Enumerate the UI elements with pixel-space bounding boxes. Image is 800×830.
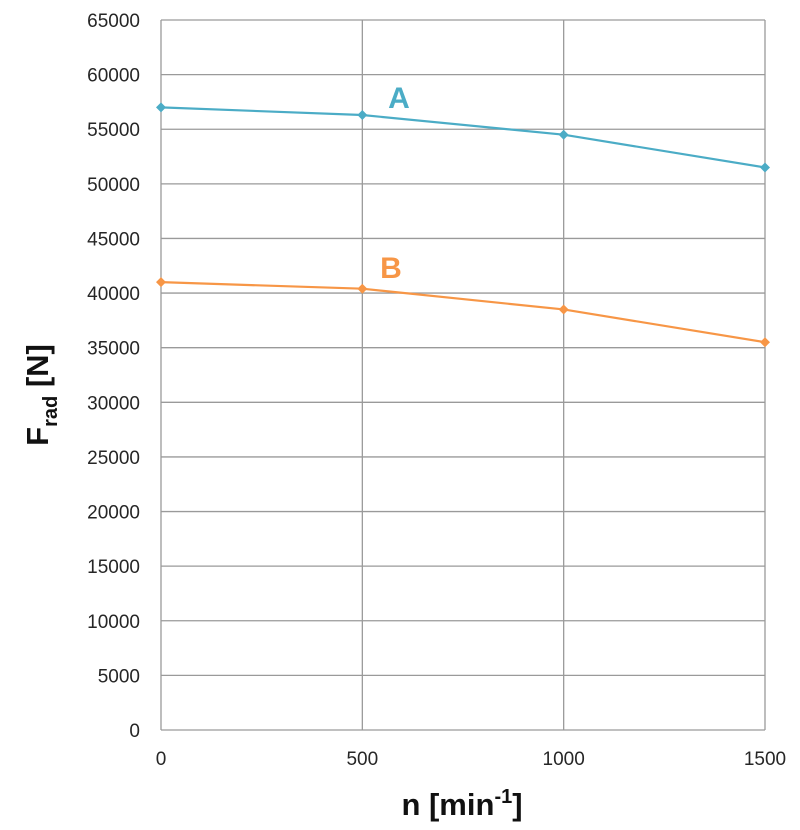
data-point-b [357, 283, 368, 294]
y-axis-title: Frad [N] [20, 344, 62, 446]
y-tick-label: 55000 [87, 120, 140, 141]
x-tick-label: 1500 [744, 749, 786, 770]
data-point-b [156, 277, 166, 288]
series-group: AB [156, 82, 770, 348]
y-tick-label: 50000 [87, 175, 140, 196]
y-tick-label: 15000 [87, 557, 140, 578]
y-tick-label: 35000 [87, 339, 140, 360]
data-point-a [558, 129, 569, 140]
y-tick-label: 40000 [87, 284, 140, 305]
x-tick-label: 0 [156, 749, 167, 770]
data-point-a [156, 102, 166, 113]
x-axis-title: n [min-1] [401, 786, 522, 822]
y-axis-title-main: F [20, 427, 55, 446]
x-axis-title-main: n [min [401, 787, 494, 822]
y-tick-label: 45000 [87, 229, 140, 250]
x-axis-title-superscript: -1 [494, 786, 512, 808]
y-tick-label: 10000 [87, 612, 140, 633]
y-axis-title-suffix: [N] [20, 344, 55, 396]
y-tick-label: 20000 [87, 503, 140, 524]
data-point-b [760, 337, 770, 348]
series-label-b: B [380, 252, 402, 285]
y-axis-ticks: 0 5000 10000 15000 20000 25000 30000 35000 40000… [87, 11, 140, 742]
y-axis-title-subscript: rad [40, 396, 62, 427]
y-tick-label: 0 [129, 721, 140, 742]
grid [160, 19, 766, 731]
y-tick-label: 5000 [98, 666, 140, 687]
y-tick-label: 60000 [87, 66, 140, 87]
y-tick-label: 30000 [87, 393, 140, 414]
series-line-b [160, 281, 766, 344]
x-axis-ticks: 0 500 1000 1500 [156, 749, 786, 770]
series-label-a: A [388, 82, 410, 115]
data-point-a [357, 110, 368, 121]
x-tick-label: 1000 [543, 749, 585, 770]
series-line-a [160, 106, 766, 169]
data-point-b [558, 304, 569, 315]
data-point-a [760, 162, 770, 173]
x-axis-title-suffix: ] [512, 787, 522, 822]
y-tick-label: 25000 [87, 448, 140, 469]
y-tick-label: 65000 [87, 11, 140, 32]
x-tick-label: 500 [346, 749, 378, 770]
